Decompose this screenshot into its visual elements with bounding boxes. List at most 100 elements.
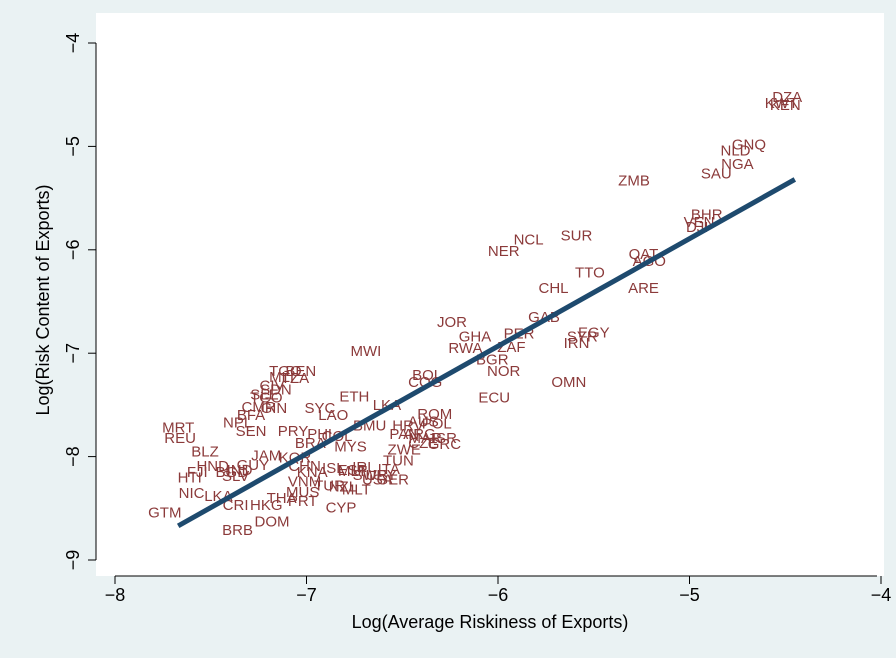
- x-axis-ticks: −8 −7 −6 −5 −4: [105, 576, 892, 605]
- point-label: SLV: [222, 468, 249, 485]
- point-label: BEN: [285, 363, 316, 380]
- point-label: ZWE: [388, 441, 421, 458]
- x-tick-label: −8: [105, 585, 126, 605]
- point-label: TZA: [281, 370, 309, 387]
- point-label: NZL: [329, 479, 357, 496]
- point-label: HKG: [250, 497, 283, 514]
- point-label: ITA: [378, 461, 400, 478]
- point-label: HRV: [392, 418, 423, 435]
- point-label: DOM: [255, 514, 290, 531]
- point-label: CYP: [326, 499, 357, 516]
- fitted-line: [176, 177, 797, 529]
- point-label: KEN: [770, 97, 801, 114]
- y-tick-label: −6: [63, 240, 83, 261]
- point-label: PRY: [278, 423, 309, 440]
- point-label: NLD: [720, 143, 750, 160]
- point-label: NCL: [514, 232, 544, 249]
- point-label: MWI: [350, 343, 381, 360]
- point-label: POL: [422, 416, 452, 433]
- point-label: URY: [365, 467, 396, 484]
- point-label: NPL: [223, 415, 252, 432]
- point-label: EGY: [578, 325, 610, 342]
- point-label: SYR: [567, 329, 598, 346]
- point-label: HND: [196, 458, 229, 475]
- point-label: SEN: [236, 423, 267, 440]
- point-label: COG: [408, 374, 442, 391]
- y-tick-label: −5: [63, 136, 83, 157]
- y-tick-label: −8: [63, 446, 83, 467]
- point-label: JOR: [437, 314, 467, 331]
- point-label: ISR: [432, 430, 457, 447]
- point-label: GER: [376, 471, 409, 488]
- point-label: SLE: [250, 387, 278, 404]
- y-axis-title: Log(Risk Content of Exports): [33, 184, 53, 415]
- point-label: RWA: [448, 340, 482, 357]
- point-label: VNM: [288, 473, 321, 490]
- point-label: MAR: [409, 430, 443, 447]
- point-label: BGD: [216, 464, 249, 481]
- x-axis-title: Log(Average Riskiness of Exports): [352, 612, 629, 632]
- point-label: TGO: [269, 363, 302, 380]
- point-label: ZMB: [618, 173, 650, 190]
- y-tick-label: −4: [63, 33, 83, 54]
- point-label: GNQ: [732, 136, 766, 153]
- point-label: CMR: [242, 399, 276, 416]
- point-label: SUR: [561, 227, 593, 244]
- point-label: THA: [267, 490, 297, 507]
- point-label: NOR: [487, 363, 521, 380]
- point-label: NER: [488, 243, 520, 260]
- point-label: REU: [164, 430, 196, 447]
- point-label: GIN: [261, 400, 288, 417]
- point-label: MRT: [162, 420, 194, 437]
- point-label: MLT: [338, 463, 367, 480]
- point-label: KNA: [297, 464, 328, 481]
- point-label: SYC: [304, 400, 335, 417]
- point-label: IRN: [564, 335, 590, 352]
- point-label: NIC: [179, 485, 205, 502]
- x-tick-label: −5: [679, 585, 700, 605]
- point-label: GUY: [237, 457, 270, 474]
- point-label: MYS: [334, 438, 367, 455]
- point-label: ARE: [628, 280, 659, 297]
- y-axis-ticks: −9 −8 −7 −6 −5 −4: [63, 33, 96, 571]
- x-tick-label: −6: [488, 585, 509, 605]
- point-label: IRL: [352, 459, 375, 476]
- point-label: TUR: [314, 478, 345, 495]
- point-label: CHL: [538, 280, 568, 297]
- point-label: PRT: [288, 493, 318, 510]
- point-label: LKA: [373, 397, 401, 414]
- point-label: CRI: [223, 497, 249, 514]
- point-label: SAU: [701, 165, 732, 182]
- point-label: JAM: [251, 448, 281, 465]
- point-label: CZE: [408, 435, 438, 452]
- point-label: USA: [362, 471, 393, 488]
- point-label: ROM: [417, 406, 452, 423]
- point-label: AUS: [408, 413, 439, 430]
- point-label: BFA: [237, 407, 265, 424]
- y-tick-label: −9: [63, 550, 83, 571]
- point-label: SDN: [260, 381, 292, 398]
- point-label: IND: [227, 462, 253, 479]
- x-tick-label: −7: [296, 585, 317, 605]
- point-label: GHA: [459, 329, 492, 346]
- point-label: LAO: [318, 407, 348, 424]
- point-label: ESP: [337, 462, 367, 479]
- point-label: GRC: [428, 436, 462, 453]
- point-label: TTO: [575, 265, 605, 282]
- point-label: ARG: [403, 426, 436, 443]
- plot-area: [96, 13, 884, 576]
- point-label: CIV: [259, 377, 284, 394]
- point-label: ISL: [322, 460, 345, 477]
- point-label: KWT: [765, 95, 798, 112]
- point-label: BRB: [222, 522, 253, 539]
- point-label: NGA: [721, 156, 754, 173]
- x-tick-label: −4: [871, 585, 892, 605]
- point-label: DZA: [772, 89, 802, 106]
- point-label: TUN: [383, 453, 414, 470]
- point-label: MUS: [286, 484, 319, 501]
- point-label: ECU: [478, 390, 510, 407]
- point-label: BHR: [691, 207, 723, 224]
- point-label: BLZ: [191, 443, 219, 460]
- y-tick-label: −7: [63, 343, 83, 364]
